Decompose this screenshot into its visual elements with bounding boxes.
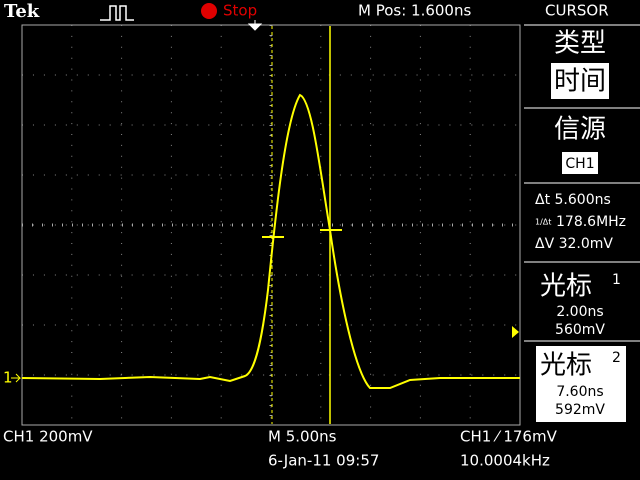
source-value: CH1 bbox=[565, 156, 594, 172]
cursor2-time: 7.60ns bbox=[556, 384, 603, 400]
stop-indicator bbox=[201, 3, 217, 19]
position: M Pos: 1.600ns bbox=[358, 2, 471, 20]
cursor1-index: 1 bbox=[612, 272, 621, 288]
frequency: 10.0004kHz bbox=[460, 452, 550, 470]
trigger-position-marker bbox=[247, 20, 263, 31]
graticule bbox=[22, 25, 520, 425]
inverse-delta-t: 178.6MHz bbox=[556, 214, 626, 230]
acquire-icon bbox=[100, 5, 134, 21]
datetime: 6-Jan-11 09:57 bbox=[268, 452, 379, 470]
channel-marker: 1 bbox=[3, 369, 13, 387]
cursor2-box[interactable] bbox=[536, 346, 626, 422]
graticule-border bbox=[21, 24, 521, 426]
type-value: 时间 bbox=[554, 67, 606, 97]
source-value-box[interactable] bbox=[562, 152, 598, 174]
inverse-symbol: 1/Δt bbox=[535, 218, 551, 227]
brand: Tek bbox=[4, 1, 40, 22]
cursor1-time: 2.00ns bbox=[556, 304, 603, 320]
time-scale: M 5.00ns bbox=[268, 428, 337, 446]
cursor1-label: 光标 bbox=[540, 272, 592, 302]
source-label: 信源 bbox=[554, 115, 606, 145]
menu-title: CURSOR bbox=[545, 2, 609, 20]
waveform bbox=[21, 93, 520, 389]
status: Stop bbox=[223, 2, 257, 20]
cursor2-index: 2 bbox=[612, 350, 621, 366]
cursor2-voltage: 592mV bbox=[555, 402, 605, 418]
trigger: CH1 ⁄ 176mV bbox=[460, 428, 558, 446]
type-label: 类型 bbox=[554, 29, 606, 59]
delta-t: Δt 5.600ns bbox=[535, 192, 611, 208]
type-value-box[interactable] bbox=[551, 63, 609, 99]
trigger-level-marker bbox=[512, 326, 519, 338]
delta-v: ΔV 32.0mV bbox=[535, 236, 613, 252]
channel-scale: CH1 200mV bbox=[3, 428, 93, 446]
channel-arrow bbox=[11, 373, 22, 383]
cursor1-voltage: 560mV bbox=[555, 322, 605, 338]
cursor2-label: 光标 bbox=[540, 351, 592, 381]
